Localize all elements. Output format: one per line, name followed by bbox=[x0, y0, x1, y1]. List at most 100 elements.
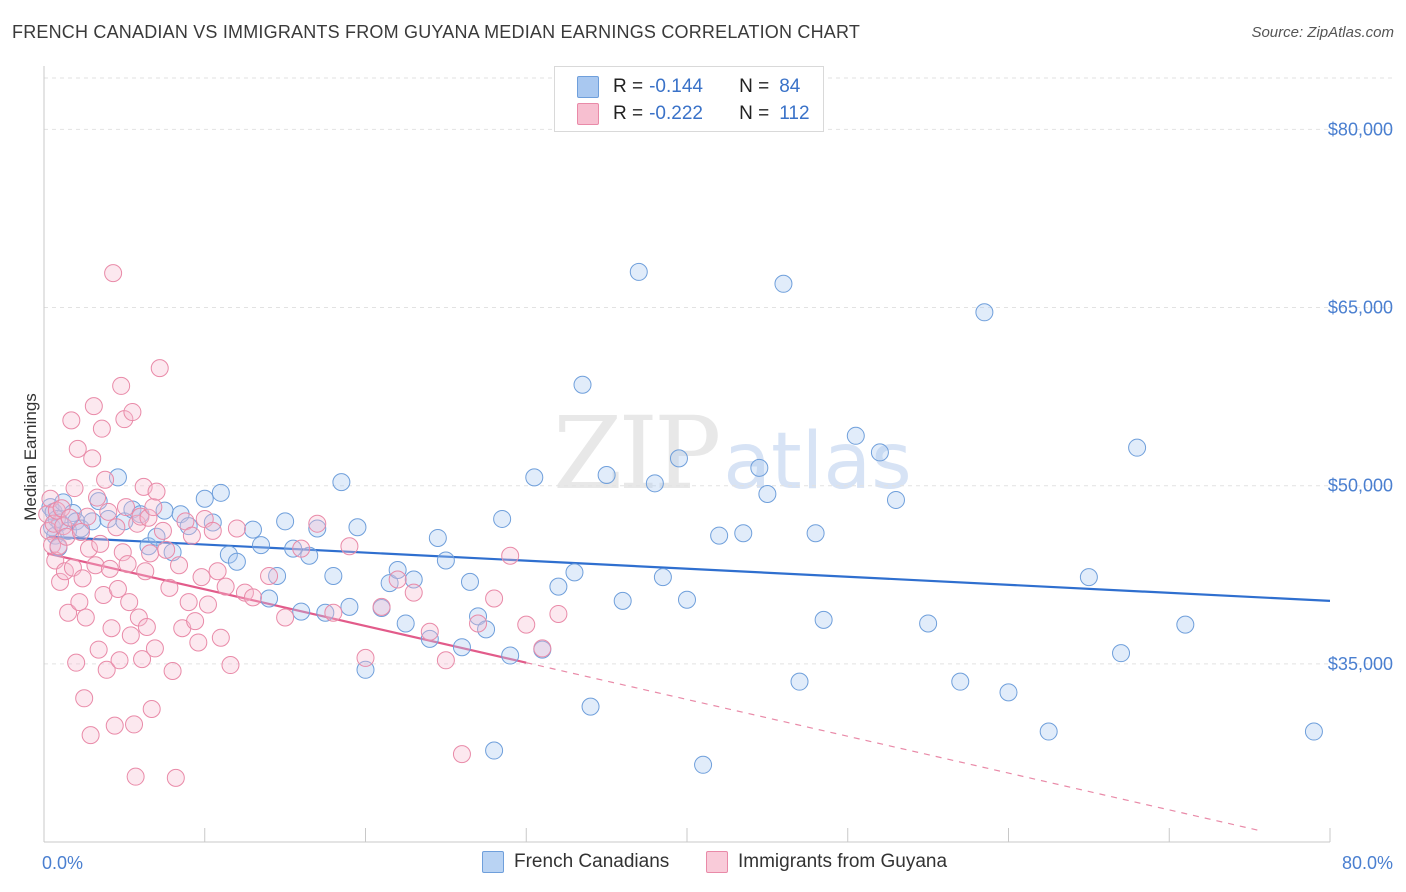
point-french-canadians bbox=[975, 303, 994, 322]
point-french-canadians bbox=[485, 741, 504, 760]
point-guyana bbox=[186, 612, 205, 631]
legend-item-french-canadians[interactable]: French Canadians bbox=[482, 851, 669, 873]
point-guyana bbox=[166, 768, 185, 787]
point-guyana bbox=[160, 578, 179, 597]
point-guyana bbox=[142, 699, 161, 718]
point-guyana bbox=[102, 619, 121, 638]
point-guyana bbox=[145, 639, 164, 658]
point-guyana bbox=[112, 376, 131, 395]
legend-swatch-blue bbox=[577, 76, 599, 98]
axis-labels: $35,000 $50,000 $65,000 $80,000 0.0% 80.0% Med… bbox=[21, 119, 1393, 873]
point-french-canadians bbox=[774, 274, 793, 293]
point-guyana bbox=[80, 539, 99, 558]
trend-line-french-canadians bbox=[48, 535, 1331, 602]
point-guyana bbox=[83, 449, 102, 468]
legend-item-guyana[interactable]: Immigrants from Guyana bbox=[706, 851, 947, 873]
point-french-canadians bbox=[678, 590, 696, 609]
point-guyana bbox=[71, 523, 90, 542]
point-french-canadians bbox=[870, 443, 889, 462]
point-guyana bbox=[192, 568, 211, 587]
point-french-canadians bbox=[710, 526, 729, 545]
point-guyana bbox=[70, 593, 89, 612]
point-guyana bbox=[340, 537, 359, 556]
point-french-canadians bbox=[420, 629, 439, 648]
source-label: Source: ZipAtlas.com bbox=[1251, 24, 1394, 41]
legend-r-label: R = bbox=[613, 103, 644, 124]
legend-row-guyana: R = -0.222 N = 112 bbox=[577, 101, 810, 127]
point-guyana bbox=[276, 608, 295, 627]
y-tick-label: $50,000 bbox=[1328, 476, 1393, 496]
point-guyana bbox=[243, 588, 262, 607]
point-french-canadians bbox=[292, 602, 311, 621]
point-french-canadians bbox=[814, 610, 833, 629]
point-french-canadians bbox=[324, 566, 343, 585]
point-guyana bbox=[89, 640, 108, 659]
point-guyana bbox=[105, 716, 124, 735]
data-points bbox=[38, 262, 1323, 787]
point-french-canadians bbox=[211, 483, 230, 502]
x-tick-label-min: 0.0% bbox=[42, 853, 83, 873]
point-french-canadians bbox=[388, 561, 407, 580]
point-guyana bbox=[198, 595, 217, 614]
point-guyana bbox=[59, 603, 78, 622]
point-guyana bbox=[136, 562, 155, 581]
point-guyana bbox=[100, 559, 119, 578]
point-french-canadians bbox=[1176, 615, 1195, 634]
point-french-canadians bbox=[404, 570, 423, 589]
point-french-canadians bbox=[919, 614, 938, 633]
point-french-canadians bbox=[846, 426, 865, 445]
trend-line-guyana bbox=[46, 552, 527, 664]
point-guyana bbox=[86, 556, 105, 575]
point-guyana bbox=[216, 577, 235, 596]
point-guyana bbox=[517, 615, 536, 634]
point-guyana bbox=[51, 572, 70, 591]
point-guyana bbox=[227, 519, 246, 538]
point-guyana bbox=[157, 540, 176, 559]
point-guyana bbox=[221, 656, 240, 675]
point-guyana bbox=[81, 726, 100, 745]
point-guyana bbox=[133, 650, 152, 669]
point-guyana bbox=[123, 403, 142, 422]
correlation-legend: R = -0.144 N = 84 R = -0.222 N = 112 bbox=[554, 66, 824, 132]
point-french-canadians bbox=[790, 672, 809, 691]
trend-line-guyana-extension bbox=[526, 662, 1258, 831]
axes bbox=[43, 66, 1331, 843]
point-guyana bbox=[108, 580, 127, 599]
point-guyana bbox=[308, 514, 327, 533]
point-french-canadians bbox=[460, 572, 479, 591]
point-guyana bbox=[356, 648, 375, 667]
point-french-canadians bbox=[653, 568, 672, 587]
point-french-canadians bbox=[573, 375, 592, 394]
point-french-canadians bbox=[348, 518, 367, 537]
point-guyana bbox=[73, 569, 92, 588]
point-french-canadians bbox=[501, 646, 520, 665]
point-guyana bbox=[203, 521, 222, 540]
point-french-canadians bbox=[629, 262, 648, 281]
point-french-canadians bbox=[308, 519, 327, 538]
y-tick-label: $65,000 bbox=[1328, 298, 1393, 318]
point-guyana bbox=[404, 583, 423, 602]
point-french-canadians bbox=[565, 563, 584, 582]
point-french-canadians bbox=[581, 697, 600, 716]
point-guyana bbox=[43, 536, 62, 555]
point-french-canadians bbox=[999, 683, 1018, 702]
point-guyana bbox=[120, 593, 139, 612]
point-guyana bbox=[125, 715, 144, 734]
point-guyana bbox=[110, 651, 129, 670]
point-guyana bbox=[113, 543, 132, 562]
y-tick-label: $35,000 bbox=[1328, 654, 1393, 674]
point-french-canadians bbox=[806, 524, 825, 543]
watermark-zip: ZIP bbox=[553, 395, 721, 512]
point-guyana bbox=[436, 651, 455, 670]
legend-swatch-pink bbox=[706, 851, 728, 873]
point-french-canadians bbox=[428, 528, 447, 547]
point-french-canadians bbox=[469, 607, 488, 626]
point-guyana bbox=[153, 521, 172, 540]
legend-n-label: N = bbox=[739, 76, 770, 97]
point-french-canadians bbox=[179, 517, 198, 536]
point-guyana bbox=[96, 470, 115, 489]
point-guyana bbox=[57, 527, 76, 546]
point-french-canadians bbox=[1304, 722, 1323, 741]
point-french-canadians bbox=[260, 589, 279, 608]
